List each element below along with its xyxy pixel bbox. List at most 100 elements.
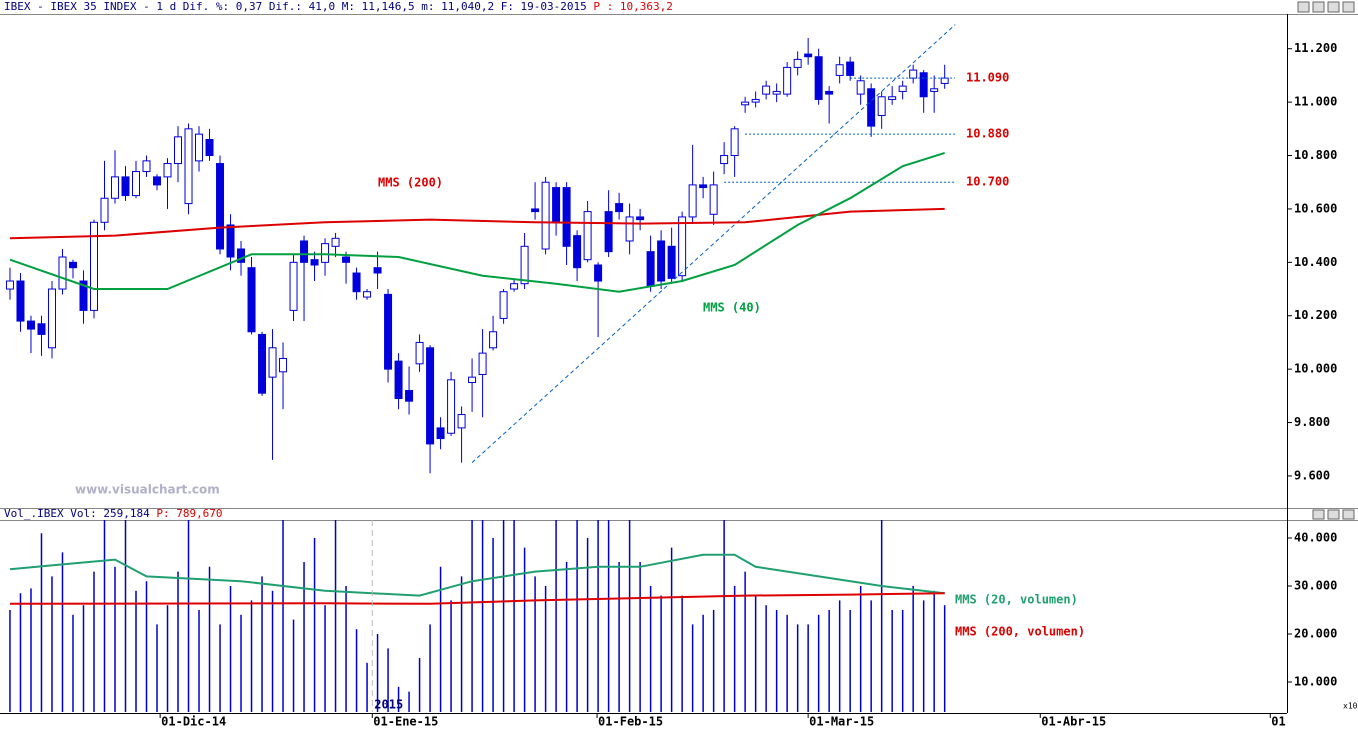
button[interactable] <box>1312 509 1325 520</box>
x-tick-label: 01-Dic-14 <box>161 715 226 729</box>
candle-body <box>16 280 25 322</box>
button[interactable] <box>1342 1 1355 13</box>
line-label: MMS (20, volumen) <box>955 593 1078 607</box>
candle-body <box>226 224 235 258</box>
window-buttons[interactable] <box>1297 1 1355 520</box>
candle-body <box>68 261 77 269</box>
candle-body <box>100 197 109 223</box>
candle-body <box>552 187 561 223</box>
candle-body <box>237 248 246 263</box>
candle-body <box>699 184 708 189</box>
candle-body <box>426 347 435 445</box>
candle-body <box>268 347 277 378</box>
candle-body <box>499 291 508 319</box>
x-tick-label: 01-Feb-15 <box>598 715 663 729</box>
candle-body <box>79 280 88 311</box>
plot-area <box>9 520 946 712</box>
candle-body <box>835 64 844 76</box>
candle-body <box>247 267 256 333</box>
candle-body <box>89 221 98 311</box>
candle-body <box>363 291 372 298</box>
y-tick-label: 10.400 <box>1294 255 1337 269</box>
candle-body <box>5 280 14 290</box>
y-tick-label: 10.600 <box>1294 201 1337 215</box>
candle-body <box>195 133 204 162</box>
line-label: MMS (200) <box>378 176 443 190</box>
candle-body <box>531 208 540 213</box>
candle-body <box>153 176 162 186</box>
candle-body <box>405 390 414 402</box>
candle-body <box>216 163 225 250</box>
button[interactable] <box>1312 1 1325 13</box>
candle-body <box>762 85 771 95</box>
x-tick-label: 01-Ene-15 <box>373 715 438 729</box>
chart-title: IBEX - IBEX 35 INDEX - 1 d Dif. %: 0,37 … <box>4 0 673 13</box>
level-label: 10.880 <box>966 127 1009 141</box>
y-tick-label: 10.000 <box>1294 362 1337 376</box>
candle-body <box>436 427 445 440</box>
candle-body <box>47 288 56 349</box>
candle-body <box>625 216 634 242</box>
candle-body <box>300 240 309 263</box>
candle-body <box>909 69 918 79</box>
y-tick-label: 20.000 <box>1294 627 1337 641</box>
candle-body <box>541 181 550 250</box>
button[interactable] <box>1327 1 1340 13</box>
button[interactable] <box>1297 1 1310 13</box>
candle-body <box>184 128 193 205</box>
moving-average <box>9 207 945 240</box>
candle-body <box>37 323 46 335</box>
candle-body <box>489 331 498 349</box>
candle-body <box>583 211 592 261</box>
button[interactable] <box>1342 509 1355 520</box>
x-tick-label: 01 <box>1271 715 1285 729</box>
candle-body <box>468 376 477 383</box>
candle-body <box>510 283 519 290</box>
candle-body <box>26 320 35 330</box>
candle-body <box>930 88 939 92</box>
candle-body <box>520 245 529 285</box>
candle-body <box>772 90 781 95</box>
candle-body <box>709 184 718 215</box>
year-label: 2015 <box>374 698 403 712</box>
candle-body <box>447 379 456 434</box>
moving-average <box>9 151 946 293</box>
candle-body <box>415 341 424 365</box>
title: IBEX - IBEX 35 INDEX - 1 d Dif. %: 0,37 … <box>4 0 587 13</box>
y-tick-label: 10.200 <box>1294 308 1337 322</box>
candle-body <box>898 85 907 92</box>
candle-body <box>573 235 582 269</box>
candle-body <box>174 136 183 165</box>
volume-title: Vol_.IBEX Vol: 259,184 P: 789,670 <box>4 507 223 520</box>
candle-body <box>940 77 949 84</box>
candle-body <box>877 96 886 116</box>
button[interactable] <box>1327 509 1340 520</box>
candle-body <box>678 216 687 277</box>
trend-line <box>471 24 956 463</box>
candle-body <box>793 58 802 68</box>
watermark: www.visualchart.com <box>75 483 220 497</box>
y-tick-label: 10.800 <box>1294 148 1337 162</box>
line-label: MMS (200, volumen) <box>955 625 1085 639</box>
candle-body <box>352 272 361 293</box>
candle-body <box>741 101 750 106</box>
y-tick-label: 9.800 <box>1294 415 1330 429</box>
candle-body <box>730 128 739 157</box>
candle-body <box>825 90 834 95</box>
candle-body <box>688 184 697 218</box>
candle-body <box>804 53 813 58</box>
candle-body <box>594 264 603 282</box>
candle-body <box>783 66 792 95</box>
plot-area <box>5 24 956 474</box>
candle-body <box>373 267 382 274</box>
candle-body <box>321 243 330 263</box>
title-price: P: 789,670 <box>156 507 222 520</box>
moving-average <box>9 553 945 597</box>
candle-body <box>110 176 119 199</box>
candle-body <box>856 80 865 95</box>
candle-body <box>142 160 151 173</box>
candle-body <box>888 96 897 100</box>
candle-body <box>667 245 676 279</box>
